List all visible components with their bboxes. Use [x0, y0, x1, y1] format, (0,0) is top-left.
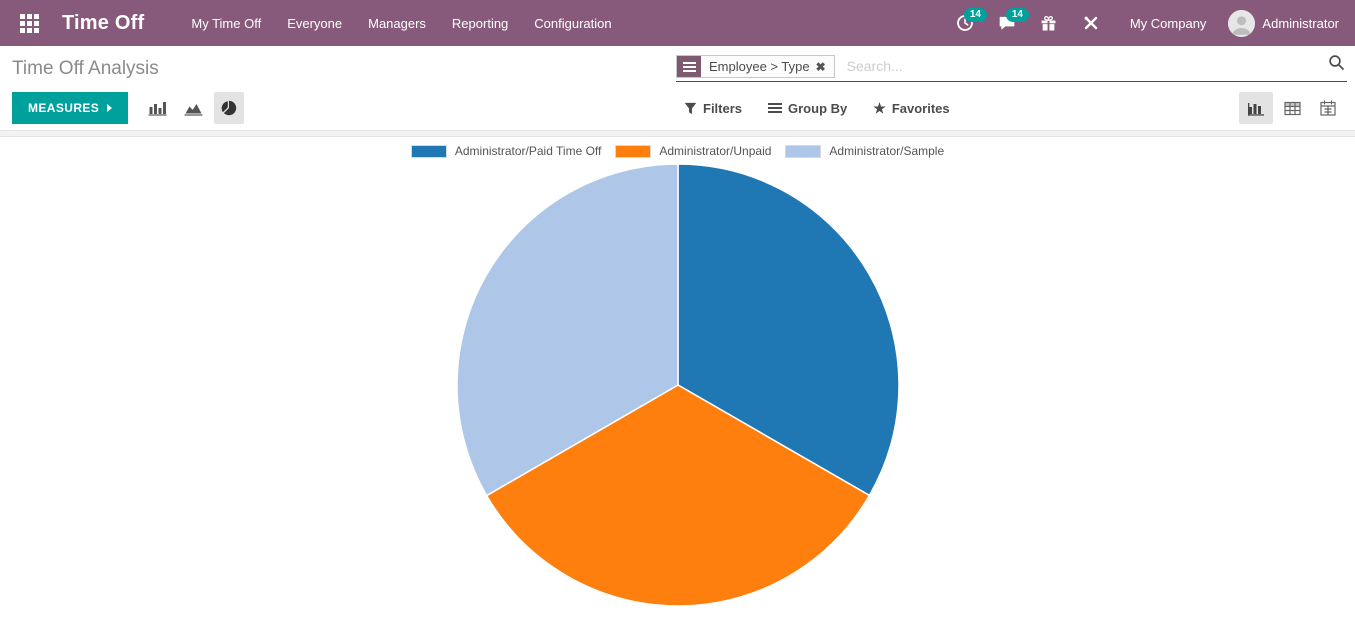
chart-legend: Administrator/Paid Time Off Administrato… [410, 144, 944, 158]
search-options: Filters Group By ★ Favorites [676, 95, 958, 122]
gift-icon [1041, 15, 1056, 31]
filters-menu[interactable]: Filters [676, 95, 750, 122]
bar-chart-button[interactable] [142, 92, 172, 124]
group-by-icon [768, 103, 783, 113]
activities-button[interactable]: 14 [948, 6, 987, 40]
company-switcher[interactable]: My Company [1129, 15, 1207, 31]
legend-item[interactable]: Administrator/Sample [785, 144, 944, 158]
control-panel: Time Off Analysis Employee > Type ✖ MEAS… [0, 46, 1355, 130]
pivot-view-icon [1283, 101, 1301, 115]
group-by-facet-icon [677, 56, 701, 77]
legend-item[interactable]: Administrator/Paid Time Off [410, 144, 602, 158]
calendar-view-button[interactable] [1311, 92, 1345, 124]
user-name: Administrator [1262, 15, 1339, 31]
filter-icon [684, 102, 697, 114]
pie-chart-svg [455, 163, 900, 607]
pie-slice[interactable] [455, 163, 679, 497]
favorites-label: Favorites [891, 100, 950, 116]
area-chart-icon [184, 103, 203, 116]
graph-view-icon [1247, 102, 1264, 116]
star-icon: ★ [873, 100, 886, 116]
systray: 14 14 My Company [948, 6, 1343, 40]
main-menu: My Time Off Everyone Managers Reporting … [178, 0, 624, 46]
facet-remove-icon[interactable]: ✖ [815, 59, 826, 74]
menu-everyone[interactable]: Everyone [287, 15, 343, 31]
calendar-view-icon [1320, 100, 1336, 116]
filters-label: Filters [703, 100, 743, 116]
measures-label: MEASURES [28, 101, 100, 115]
graph-view-button[interactable] [1239, 92, 1273, 124]
pie-slice[interactable] [676, 163, 900, 497]
content-divider [0, 130, 1355, 137]
legend-swatch [785, 144, 822, 158]
favorites-menu[interactable]: ★ Favorites [865, 95, 957, 122]
grid-icon [19, 13, 39, 33]
tools-button[interactable] [1074, 6, 1108, 40]
caret-right-icon [107, 104, 113, 112]
legend-label: Administrator/Unpaid [659, 144, 772, 158]
menu-my-time-off[interactable]: My Time Off [191, 15, 262, 31]
messages-button[interactable]: 14 [990, 6, 1029, 40]
line-chart-button[interactable] [178, 92, 208, 124]
view-switcher [1239, 92, 1345, 124]
bar-chart-icon [148, 101, 167, 116]
graph-view: Administrator/Paid Time Off Administrato… [0, 137, 1355, 617]
legend-swatch [615, 144, 652, 158]
menu-managers[interactable]: Managers [368, 15, 426, 31]
user-menu[interactable]: Administrator [1228, 9, 1343, 37]
legend-label: Administrator/Paid Time Off [454, 144, 602, 158]
facet-value: Employee > Type [709, 59, 810, 74]
menu-configuration[interactable]: Configuration [534, 15, 612, 31]
activities-badge: 14 [963, 8, 987, 22]
legend-label: Administrator/Sample [829, 144, 945, 158]
legend-swatch [410, 144, 447, 158]
search-facet[interactable]: Employee > Type ✖ [676, 55, 835, 78]
search-bar[interactable]: Employee > Type ✖ [676, 54, 1347, 82]
top-navbar: Time Off My Time Off Everyone Managers R… [0, 0, 1355, 46]
apps-menu-icon[interactable] [12, 6, 46, 40]
search-icon[interactable] [1326, 54, 1347, 78]
pivot-view-button[interactable] [1275, 92, 1309, 124]
control-panel-buttons: MEASURES [12, 90, 1355, 126]
search-input[interactable] [840, 54, 1326, 78]
app-title[interactable]: Time Off [62, 11, 145, 34]
page-title: Time Off Analysis [12, 58, 159, 79]
chart-type-switcher [142, 92, 245, 124]
legend-item[interactable]: Administrator/Unpaid [615, 144, 771, 158]
referral-button[interactable] [1032, 6, 1066, 40]
measures-button[interactable]: MEASURES [12, 92, 129, 124]
group-by-menu[interactable]: Group By [760, 95, 855, 122]
tools-icon [1084, 16, 1098, 30]
pie-slice[interactable] [485, 384, 870, 607]
messages-badge: 14 [1005, 8, 1029, 22]
pie-chart-button[interactable] [214, 92, 245, 124]
menu-reporting[interactable]: Reporting [451, 15, 509, 31]
group-by-label: Group By [788, 100, 848, 116]
pie-chart [450, 160, 906, 617]
pie-chart-icon [221, 100, 237, 116]
avatar [1228, 9, 1256, 37]
